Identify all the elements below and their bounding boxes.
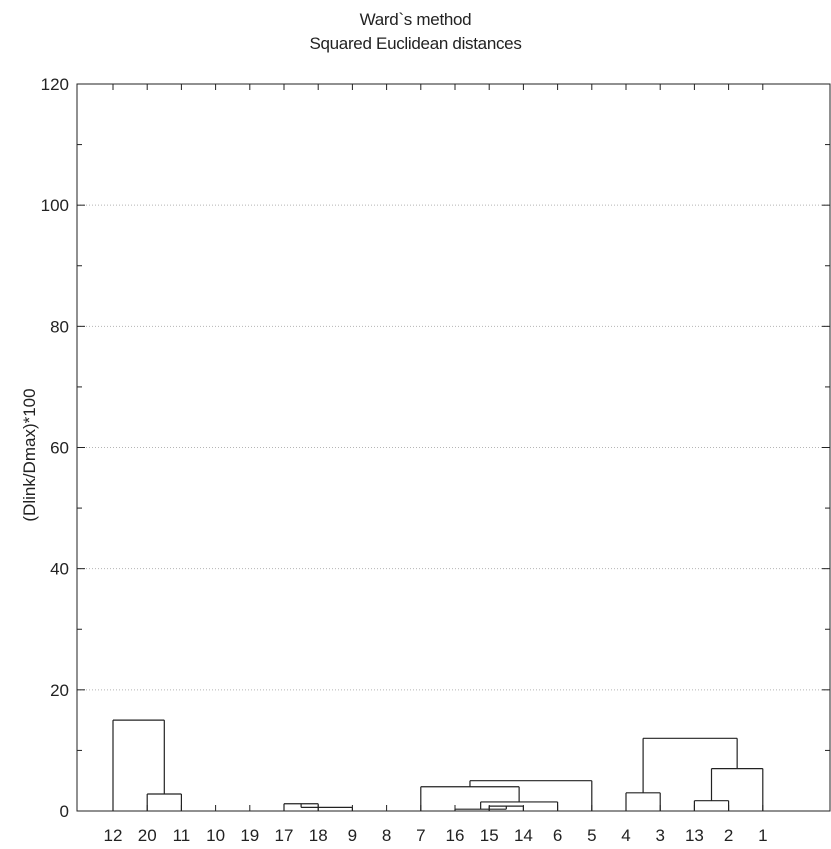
dendrogram-links — [112, 719, 764, 811]
axis-ticks — [77, 83, 830, 812]
leaf-label: 14 — [514, 826, 533, 845]
leaf-label: 19 — [240, 826, 259, 845]
leaf-label: 2 — [724, 826, 733, 845]
leaf-label: 8 — [382, 826, 391, 845]
plot-frame — [76, 83, 831, 812]
y-tick-label: 100 — [41, 196, 69, 215]
leaf-label: 15 — [480, 826, 499, 845]
plot-border — [76, 83, 831, 812]
leaf-label: 4 — [621, 826, 630, 845]
y-tick-label: 0 — [60, 802, 69, 821]
leaf-label: 7 — [416, 826, 425, 845]
chart-title: Ward`s method — [359, 10, 472, 29]
leaf-label: 6 — [553, 826, 562, 845]
leaf-label: 17 — [275, 826, 294, 845]
y-tick-label: 40 — [50, 560, 69, 579]
leaf-label: 13 — [685, 826, 704, 845]
leaf-label: 5 — [587, 826, 596, 845]
leaf-label: 20 — [138, 826, 157, 845]
leaf-label: 3 — [655, 826, 664, 845]
leaf-label: 9 — [348, 826, 357, 845]
leaf-label: 1 — [758, 826, 767, 845]
y-tick-label: 60 — [50, 439, 69, 458]
leaf-label: 12 — [104, 826, 123, 845]
y-tick-label: 20 — [50, 681, 69, 700]
leaf-label: 16 — [446, 826, 465, 845]
leaf-label: 10 — [206, 826, 225, 845]
chart-subtitle: Squared Euclidean distances — [309, 34, 522, 53]
y-tick-label: 120 — [41, 75, 69, 94]
y-tick-label: 80 — [50, 317, 69, 336]
grid-lines — [77, 204, 830, 691]
leaf-label: 18 — [309, 826, 328, 845]
leaf-label: 11 — [173, 826, 191, 845]
